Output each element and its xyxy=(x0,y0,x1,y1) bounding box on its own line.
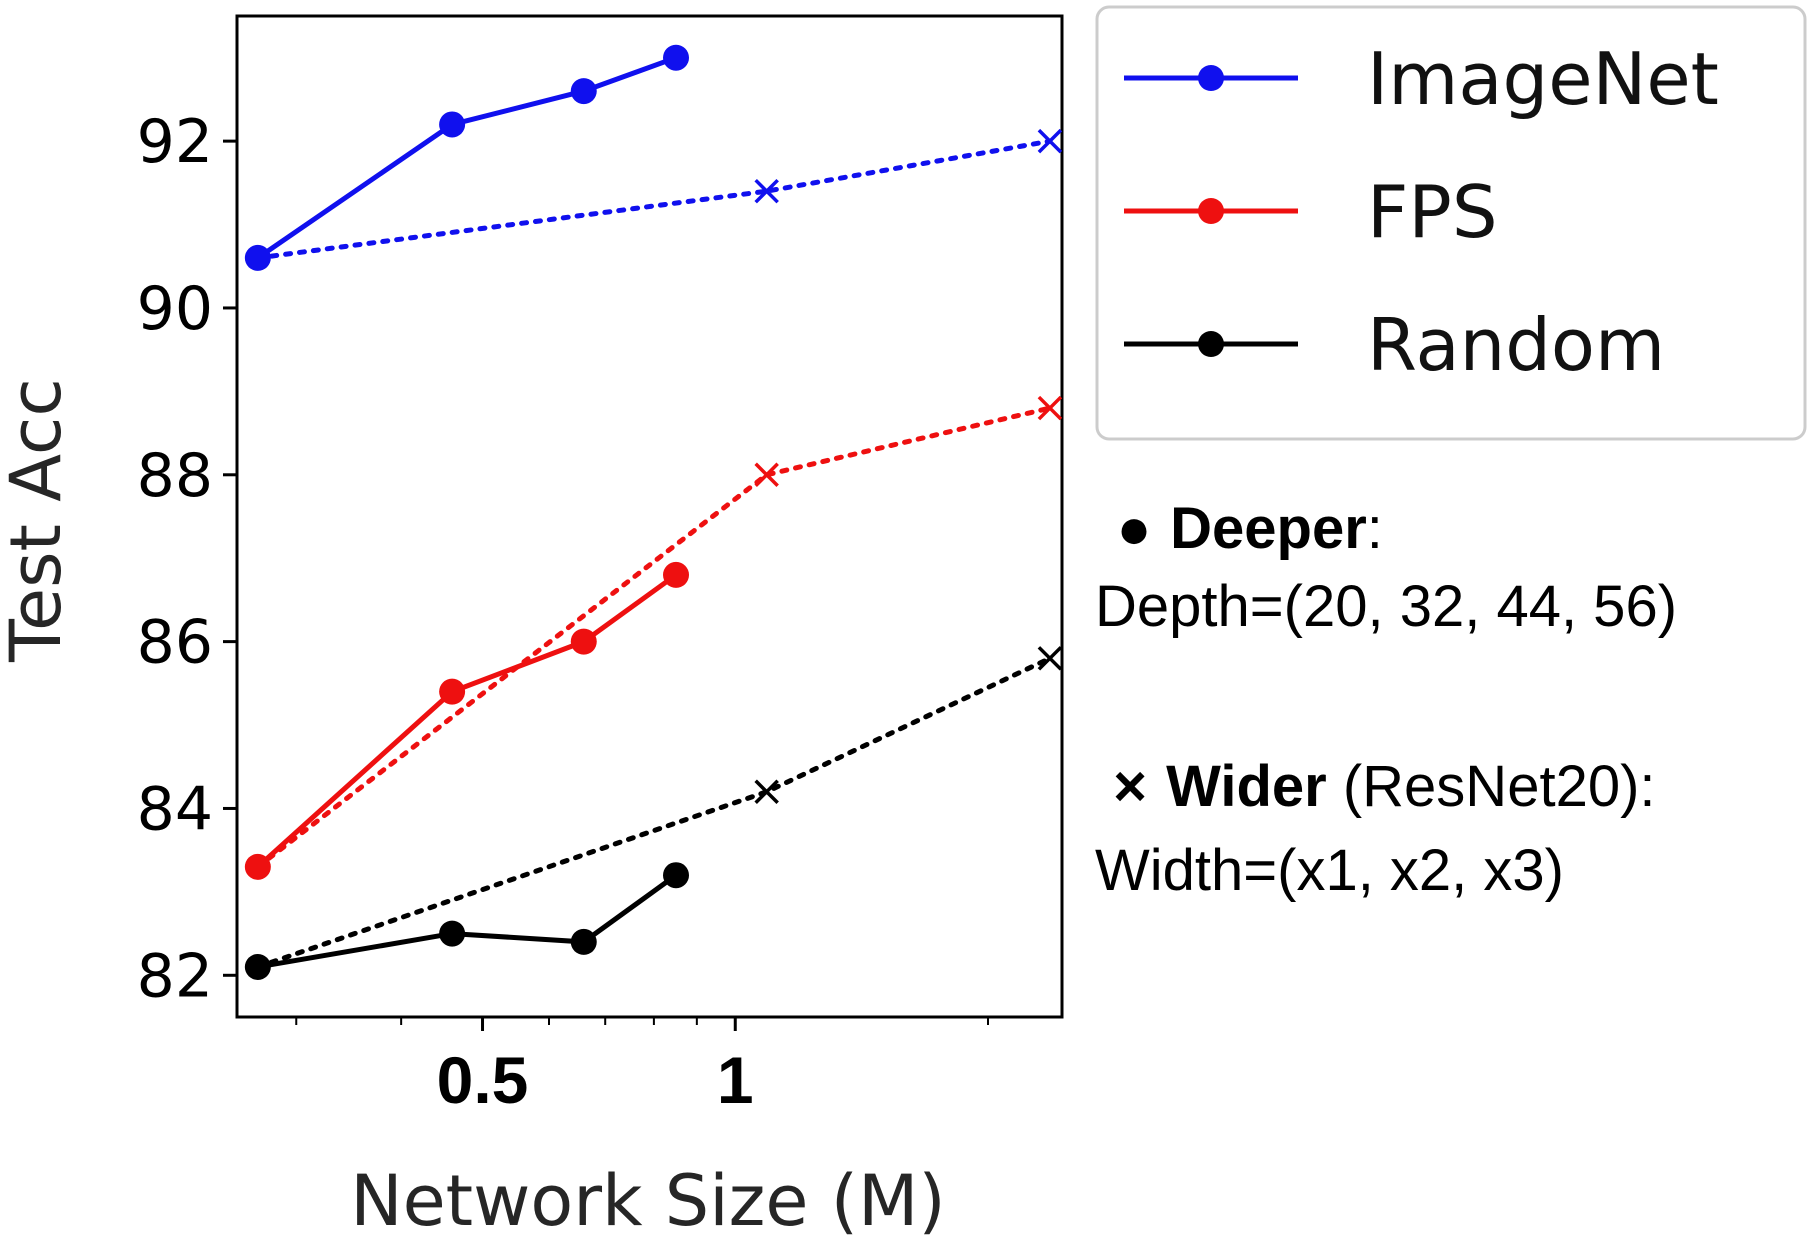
wider-note: × Wider (ResNet20): xyxy=(1110,754,1655,819)
y-tick-label: 86 xyxy=(137,608,213,678)
series-line xyxy=(256,572,678,869)
x-axis-title: Network Size (M) xyxy=(350,1160,945,1239)
depth-detail: Depth=(20, 32, 44, 56) xyxy=(1095,578,1677,636)
legend: ImageNet FPS Random xyxy=(1095,5,1807,441)
deeper-colon: : xyxy=(1366,496,1383,561)
data-point-x xyxy=(754,779,779,805)
data-point xyxy=(663,44,690,71)
legend-marker xyxy=(1198,331,1224,357)
deeper-note: ● Deeper: xyxy=(1114,496,1382,561)
x-axis-ticks: 0.5 1 xyxy=(295,1017,990,1117)
data-point xyxy=(244,244,271,271)
legend-item-fps: FPS xyxy=(1124,170,1498,254)
cross-icon: × xyxy=(1113,754,1147,819)
legend-box xyxy=(1095,5,1807,441)
series-fps-deeper xyxy=(244,561,690,880)
series-fps-wider xyxy=(255,395,1063,870)
series-random-deeper xyxy=(244,862,690,980)
series-random-wider xyxy=(255,646,1063,970)
y-axis-title: Test Acc xyxy=(0,378,77,663)
legend-label: FPS xyxy=(1367,170,1498,254)
data-point xyxy=(244,953,271,980)
data-point xyxy=(244,853,271,880)
x-tick-label: 0.5 xyxy=(437,1043,529,1117)
data-point xyxy=(439,920,466,947)
data-point xyxy=(663,862,690,889)
legend-marker xyxy=(1198,198,1224,224)
y-tick-label: 88 xyxy=(137,441,213,511)
width-detail: Width=(x1, x2, x3) xyxy=(1095,842,1564,900)
legend-label: Random xyxy=(1367,303,1665,387)
data-point xyxy=(570,78,597,105)
series-imagenet-deeper xyxy=(244,44,690,271)
y-tick-label: 90 xyxy=(137,274,213,344)
data-point xyxy=(570,928,597,955)
series-line xyxy=(255,138,1053,261)
legend-label: ImageNet xyxy=(1367,37,1719,121)
deeper-label: Deeper xyxy=(1170,496,1367,561)
y-axis-ticks: 82 84 86 88 90 92 xyxy=(137,107,237,1011)
y-tick-label: 92 xyxy=(137,107,213,177)
plot-frame xyxy=(235,14,1064,1019)
data-point-x xyxy=(1037,395,1063,421)
legend-item-random: Random xyxy=(1124,303,1665,387)
width-detail-text: Width=(x1, x2, x3) xyxy=(1095,838,1564,903)
data-point xyxy=(663,561,690,588)
depth-detail-text: Depth=(20, 32, 44, 56) xyxy=(1095,574,1678,639)
series-line xyxy=(257,873,678,970)
series-line xyxy=(256,55,677,260)
data-point-x xyxy=(1037,128,1063,154)
data-point-x xyxy=(754,178,779,204)
circle-icon: ● xyxy=(1116,496,1152,561)
data-point xyxy=(439,111,466,138)
wider-suffix: (ResNet20): xyxy=(1326,754,1656,819)
wider-label: Wider xyxy=(1166,754,1327,819)
series-imagenet-wider xyxy=(255,128,1063,261)
legend-marker xyxy=(1198,65,1224,91)
y-tick-label: 84 xyxy=(137,774,213,844)
legend-item-imagenet: ImageNet xyxy=(1124,37,1719,121)
series-layer xyxy=(244,44,1063,980)
data-point-x xyxy=(754,462,779,488)
y-tick-label: 82 xyxy=(137,941,213,1011)
data-point xyxy=(439,678,466,705)
data-point xyxy=(570,628,597,655)
x-tick-label: 1 xyxy=(717,1043,754,1117)
data-point-x xyxy=(1037,646,1063,671)
